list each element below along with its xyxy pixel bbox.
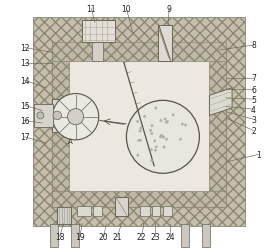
Bar [158, 26, 172, 62]
Bar [93, 43, 103, 62]
Bar [52, 191, 226, 207]
Text: 3: 3 [251, 115, 256, 124]
Bar [180, 224, 188, 247]
Bar [50, 224, 58, 247]
Circle shape [163, 146, 165, 149]
Circle shape [53, 112, 61, 120]
Text: 1: 1 [256, 150, 261, 159]
Bar [115, 197, 128, 216]
Bar [33, 18, 245, 226]
Text: 7: 7 [251, 74, 256, 83]
Text: 9: 9 [167, 5, 172, 14]
Bar [152, 206, 160, 216]
Bar [209, 62, 226, 191]
Bar [77, 206, 91, 216]
Circle shape [150, 160, 153, 162]
Text: 11: 11 [86, 5, 96, 14]
Circle shape [136, 121, 139, 123]
Circle shape [160, 135, 163, 137]
Circle shape [137, 140, 140, 142]
Circle shape [165, 138, 168, 141]
Circle shape [126, 101, 199, 174]
Circle shape [153, 140, 156, 142]
Text: 12: 12 [20, 44, 29, 53]
Circle shape [165, 122, 168, 124]
Circle shape [162, 136, 164, 139]
Bar [71, 224, 79, 247]
Text: A: A [68, 139, 73, 145]
Circle shape [162, 136, 165, 139]
Circle shape [164, 118, 166, 121]
Circle shape [155, 107, 157, 110]
Bar [52, 43, 226, 62]
Text: 24: 24 [166, 232, 175, 241]
Text: 6: 6 [251, 85, 256, 94]
Text: 18: 18 [55, 232, 64, 241]
Circle shape [184, 124, 187, 127]
Text: 8: 8 [251, 41, 256, 50]
Bar [52, 62, 69, 191]
Circle shape [181, 123, 183, 126]
Bar [202, 224, 210, 247]
Text: 5: 5 [251, 95, 256, 104]
Circle shape [150, 149, 153, 151]
Circle shape [160, 120, 162, 122]
Text: 15: 15 [20, 102, 29, 110]
Circle shape [151, 133, 153, 135]
Circle shape [53, 94, 99, 140]
Bar [57, 207, 71, 224]
Text: 21: 21 [113, 232, 122, 241]
Circle shape [140, 127, 142, 130]
Bar [163, 206, 172, 216]
Bar [82, 21, 115, 43]
Bar [52, 100, 74, 132]
Text: 16: 16 [20, 116, 29, 125]
Circle shape [68, 109, 84, 125]
Text: 20: 20 [99, 232, 109, 241]
Circle shape [166, 121, 169, 123]
Text: 2: 2 [251, 127, 256, 136]
Circle shape [139, 139, 142, 142]
Circle shape [155, 146, 158, 149]
Text: 4: 4 [251, 105, 256, 114]
Bar [93, 206, 102, 216]
Circle shape [172, 114, 174, 117]
Text: 23: 23 [151, 232, 160, 241]
Circle shape [149, 130, 152, 132]
Text: 22: 22 [137, 232, 146, 241]
Bar [34, 105, 53, 127]
Bar [140, 206, 150, 216]
Circle shape [151, 125, 153, 127]
Circle shape [139, 130, 142, 133]
Text: 14: 14 [20, 76, 29, 85]
Text: 19: 19 [75, 232, 85, 241]
Circle shape [143, 116, 146, 118]
Circle shape [136, 154, 139, 157]
Text: 13: 13 [20, 59, 29, 68]
Text: 10: 10 [121, 5, 131, 14]
Circle shape [159, 136, 162, 139]
Circle shape [37, 112, 44, 119]
Text: 17: 17 [20, 133, 29, 142]
Bar [52, 45, 226, 207]
Polygon shape [209, 88, 232, 116]
Circle shape [154, 149, 157, 152]
Circle shape [179, 138, 182, 141]
